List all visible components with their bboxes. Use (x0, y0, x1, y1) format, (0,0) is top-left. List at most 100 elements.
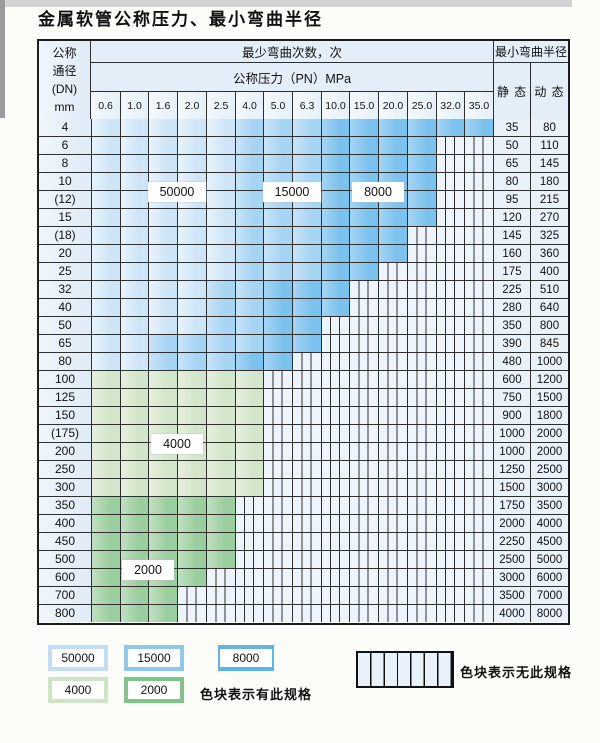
dynamic-value-cell: 2500 (530, 461, 568, 478)
no-spec-cell (235, 515, 263, 532)
no-spec-cell (206, 569, 235, 586)
dynamic-value-cell: 1000 (530, 353, 568, 370)
no-spec-cell (436, 515, 464, 532)
static-value-cell: 50 (493, 137, 530, 154)
no-spec-cell (263, 569, 292, 586)
spec-cell (177, 317, 206, 334)
no-spec-cell (464, 569, 493, 586)
dn-cell: (18) (39, 227, 91, 244)
no-spec-cell (464, 407, 493, 424)
spec-cell (148, 353, 177, 370)
static-value-cell: 2000 (493, 515, 530, 532)
dynamic-value-cell: 7000 (530, 587, 568, 604)
spec-cell (91, 407, 120, 424)
dynamic-value-cell: 110 (530, 137, 568, 154)
no-spec-cell (464, 245, 493, 262)
static-value-cell: 750 (493, 389, 530, 406)
pressure-header: 公称压力（PN）MPa (91, 63, 493, 92)
no-spec-cell (321, 407, 349, 424)
no-spec-cell (321, 335, 349, 352)
no-spec-cell (378, 497, 407, 514)
dynamic-value-cell: 640 (530, 299, 568, 316)
no-spec-cell (436, 533, 464, 550)
no-spec-cell (378, 335, 407, 352)
table-row: 15 120 270 (39, 209, 568, 227)
no-spec-cell (407, 389, 436, 406)
spec-cell (177, 371, 206, 388)
spec-cell (120, 299, 148, 316)
static-value-cell: 1250 (493, 461, 530, 478)
no-spec-cell (349, 479, 378, 496)
spec-cell (321, 263, 349, 280)
spec-cell (206, 353, 235, 370)
spec-cell (148, 479, 177, 496)
no-spec-cell (206, 605, 235, 622)
spec-cell (177, 119, 206, 136)
legend-swatch-15000: 15000 (124, 645, 184, 671)
spec-cell (91, 299, 120, 316)
static-value-cell: 3500 (493, 587, 530, 604)
no-spec-cell (349, 443, 378, 460)
no-spec-cell (436, 587, 464, 604)
no-spec-cell (263, 407, 292, 424)
no-spec-cell (378, 263, 407, 280)
spec-cell (263, 209, 292, 226)
dn-column-header: 公称 通径 (DN) mm (39, 41, 91, 119)
spec-cell (206, 263, 235, 280)
spec-cell (120, 353, 148, 370)
dn-cell: 20 (39, 245, 91, 262)
legend-swatch-50000: 50000 (48, 645, 108, 671)
spec-cell (206, 281, 235, 298)
spec-cell (148, 461, 177, 478)
spec-cell (407, 119, 436, 136)
no-spec-cell (321, 515, 349, 532)
dn-cell: 40 (39, 299, 91, 316)
no-spec-cell (321, 551, 349, 568)
spec-cell (91, 443, 120, 460)
spec-cell (378, 155, 407, 172)
no-spec-cell (464, 335, 493, 352)
spec-cell (91, 479, 120, 496)
dn-header-line: mm (54, 100, 75, 114)
no-spec-cell (378, 389, 407, 406)
no-spec-cell (407, 605, 436, 622)
no-spec-cell (378, 353, 407, 370)
no-spec-cell (436, 227, 464, 244)
table-row: 300 1500 3000 (39, 479, 568, 497)
spec-cell (206, 389, 235, 406)
no-spec-cell (464, 155, 493, 172)
no-spec-cell (378, 479, 407, 496)
spec-cell (263, 281, 292, 298)
pressure-values-row: 0.6 1.0 1.6 2.0 2.5 4.0 5.0 6.3 10.0 15.0 20.0 25.0… (91, 92, 493, 119)
spec-cell (206, 173, 235, 190)
table-row: 100 600 1200 (39, 371, 568, 389)
spec-cell (235, 227, 263, 244)
no-spec-cell (378, 443, 407, 460)
spec-cell (91, 137, 120, 154)
spec-cell (120, 389, 148, 406)
spec-cell (235, 299, 263, 316)
spec-cell (235, 425, 263, 442)
spec-cell (148, 245, 177, 262)
spec-cell (292, 335, 321, 352)
table-row: 25 175 400 (39, 263, 568, 281)
spec-cell (91, 389, 120, 406)
spec-cell (378, 137, 407, 154)
spec-cell (349, 227, 378, 244)
no-spec-cell (407, 227, 436, 244)
static-value-cell: 4000 (493, 605, 530, 622)
spec-cell (148, 263, 177, 280)
static-value-cell: 160 (493, 245, 530, 262)
static-value-cell: 2500 (493, 551, 530, 568)
no-spec-cell (321, 443, 349, 460)
no-spec-cell (436, 425, 464, 442)
dn-cell: 50 (39, 317, 91, 334)
spec-cell (263, 263, 292, 280)
no-spec-cell (464, 479, 493, 496)
dn-header-line: 通径 (52, 64, 77, 78)
dn-cell: 600 (39, 569, 91, 586)
no-spec-cell (235, 587, 263, 604)
spec-cell (177, 533, 206, 550)
spec-cell (120, 533, 148, 550)
dn-cell: 300 (39, 479, 91, 496)
